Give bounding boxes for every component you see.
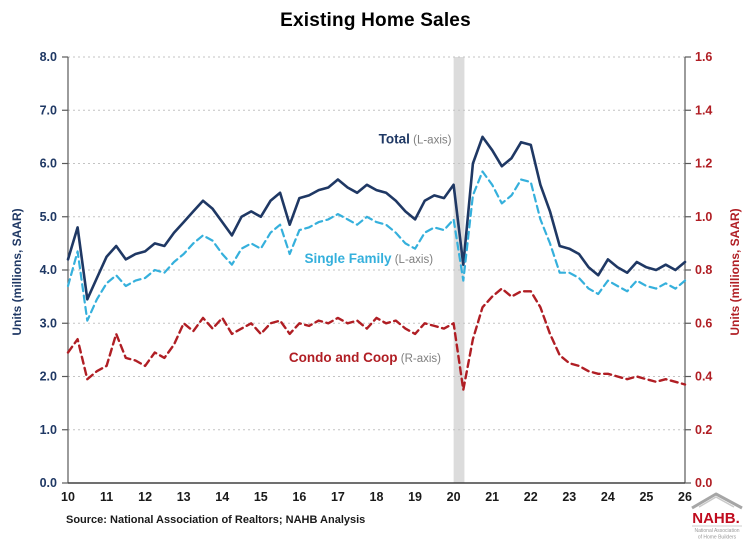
gridlines	[68, 56, 685, 431]
annotation-single-family: Single Family (L-axis)	[305, 251, 434, 266]
x-tick-label: 10	[61, 490, 75, 504]
logo-name: NAHB.	[692, 510, 740, 527]
annotation-condo-coop: Condo and Coop (R-axis)	[289, 350, 441, 365]
x-tick-label: 12	[138, 490, 152, 504]
x-tick-label: 19	[408, 490, 422, 504]
right-tick-label: 1.2	[695, 157, 712, 171]
x-tick-label: 16	[292, 490, 306, 504]
x-tick-label: 18	[370, 490, 384, 504]
series-single-family	[66, 170, 687, 322]
left-tick-label: 0.0	[40, 476, 57, 490]
x-tick-label: 17	[331, 490, 345, 504]
left-tick-label: 8.0	[40, 50, 57, 64]
x-tick-label: 22	[524, 490, 538, 504]
left-tick-label: 3.0	[40, 316, 57, 330]
logo-roof-icon	[691, 492, 743, 510]
annotation-total: Total (L-axis)	[379, 131, 452, 146]
x-tick-label: 13	[177, 490, 191, 504]
x-tick-label: 14	[215, 490, 229, 504]
right-tick-label: 1.4	[695, 103, 712, 117]
series-condo-and-coop	[66, 287, 687, 391]
x-axis-ticks: 10 11 12 13 14 15 16 17 18 19 20 21 22 23 24 25 26	[61, 490, 692, 504]
logo-subtext-2: of Home Builders	[698, 535, 737, 541]
x-tick-label: 21	[485, 490, 499, 504]
left-axis-ticks: 0.0 1.0 2.0 3.0 4.0 5.0 6.0 7.0 8.0	[40, 50, 68, 490]
right-tick-label: 0.4	[695, 370, 712, 384]
left-tick-label: 5.0	[40, 210, 57, 224]
left-tick-label: 7.0	[40, 103, 57, 117]
right-tick-label: 0.8	[695, 263, 712, 277]
right-axis-ticks: 0.0 0.2 0.4 0.6 0.8 1.0 1.2 1.4 1.6	[685, 50, 712, 490]
x-tick-label: 15	[254, 490, 268, 504]
right-tick-label: 0.2	[695, 423, 712, 437]
right-tick-label: 1.6	[695, 50, 712, 64]
series-annotations: Total (L-axis) Single Family (L-axis) Cond…	[289, 131, 452, 365]
source-note: Source: National Association of Realtors…	[66, 514, 366, 526]
right-tick-label: 1.0	[695, 210, 712, 224]
x-tick-label: 11	[100, 490, 113, 504]
left-tick-label: 4.0	[40, 263, 57, 277]
x-tick-label: 26	[678, 490, 692, 504]
x-tick-label: 25	[639, 490, 653, 504]
left-tick-label: 2.0	[40, 370, 57, 384]
logo-subtext-1: National Association	[694, 528, 739, 534]
x-tick-label: 23	[562, 490, 576, 504]
x-tick-label: 24	[601, 490, 615, 504]
series-total	[66, 135, 687, 301]
right-tick-label: 0.0	[695, 476, 712, 490]
left-tick-label: 1.0	[40, 423, 57, 437]
x-tick-label: 20	[447, 490, 461, 504]
right-tick-label: 0.6	[695, 316, 712, 330]
chart-title: Existing Home Sales	[280, 10, 471, 31]
nahb-logo: NAHB. National Association of Home Build…	[691, 492, 743, 541]
left-tick-label: 6.0	[40, 157, 57, 171]
logo-roof-inner-icon	[698, 496, 735, 508]
